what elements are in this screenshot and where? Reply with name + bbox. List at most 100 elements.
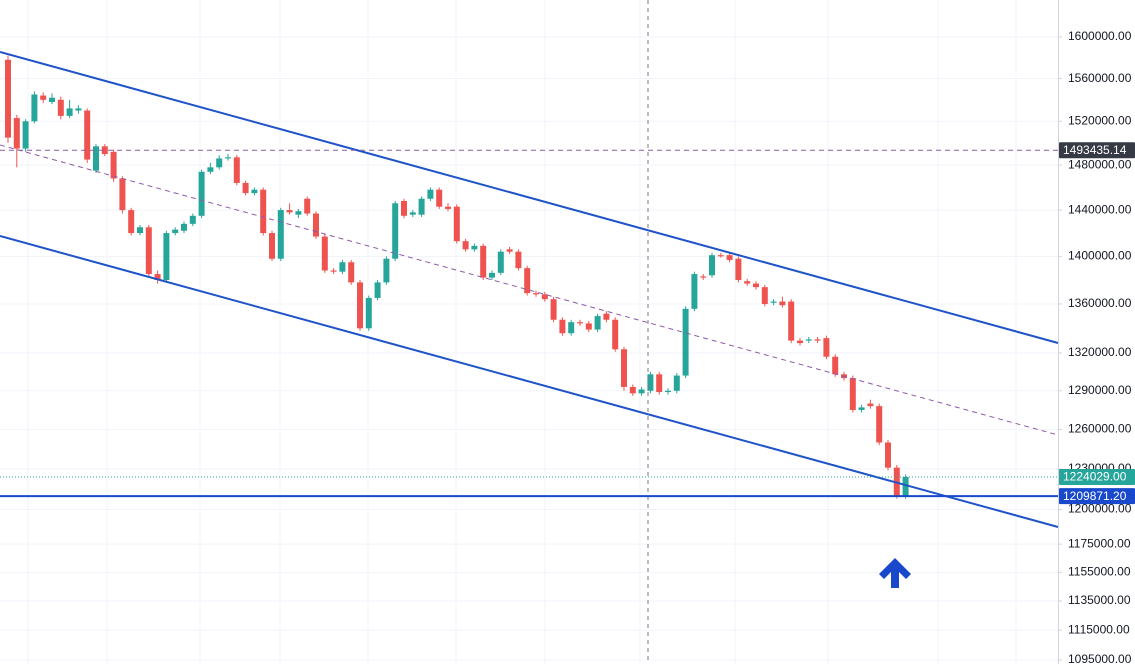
candle-body [489, 272, 495, 278]
candle-body [770, 301, 777, 303]
candle-body [788, 301, 795, 341]
candle-body [858, 407, 865, 410]
y-tick-label: 1560000.00 [1068, 71, 1132, 85]
y-tick-label: 1115000.00 [1068, 622, 1130, 636]
candle-body [849, 378, 856, 410]
candle-body [577, 322, 583, 324]
candle-body [40, 95, 47, 100]
y-tick-label: 1400000.00 [1068, 249, 1132, 263]
price-label-bg [1059, 142, 1135, 159]
candle-body [330, 270, 337, 272]
y-tick-label: 1095000.00 [1068, 652, 1132, 664]
candle-body [5, 59, 11, 138]
candles [5, 55, 909, 499]
price-label-bg [1059, 468, 1135, 485]
candle-body [814, 339, 821, 341]
candle-body [902, 476, 909, 496]
candle-body [691, 274, 698, 309]
candle-body [269, 233, 275, 259]
candle-body [726, 255, 733, 260]
candle-body [365, 297, 372, 329]
candle-body [515, 251, 522, 269]
price-label-bg [1059, 488, 1135, 505]
candle-body [93, 146, 99, 171]
candle-body [594, 316, 601, 330]
candle-body [313, 213, 319, 237]
candle-body [603, 313, 610, 320]
candle-body [225, 157, 231, 159]
up-arrow [879, 558, 911, 588]
candle-body [31, 94, 38, 122]
y-tick-label: 1520000.00 [1068, 113, 1132, 127]
price-label: 1224029.00 [1063, 470, 1127, 484]
candle-body [665, 390, 671, 393]
candle-body [277, 210, 284, 259]
candle-body [207, 167, 214, 172]
candle-body [497, 251, 504, 273]
candle-body [533, 293, 539, 295]
price-label: 1493435.14 [1063, 143, 1127, 157]
candle-body [128, 210, 135, 234]
price-labels: 1493435.14 1224029.00 1209871.20 [1059, 142, 1135, 505]
price-label: 1209871.20 [1063, 489, 1127, 503]
candle-body [506, 249, 513, 252]
candle-body [172, 229, 179, 234]
candle-body [559, 319, 566, 334]
candle-body [805, 339, 812, 341]
drawings [0, 0, 1059, 664]
candle-body [621, 349, 627, 387]
candle-body [383, 258, 390, 283]
candle-body [867, 403, 874, 407]
candle-body [374, 282, 381, 298]
candle-body [682, 308, 689, 376]
candle-body [445, 206, 451, 209]
candle-body [145, 227, 152, 275]
candle-body [700, 276, 707, 278]
y-tick-label: 1175000.00 [1068, 536, 1131, 550]
candle-body [550, 299, 557, 320]
candle-body [357, 282, 363, 329]
y-tick-label: 1135000.00 [1068, 593, 1131, 607]
candle-body [66, 108, 73, 116]
candle-body [832, 356, 839, 375]
candle-body [541, 294, 548, 300]
candle-body [57, 99, 64, 116]
price-lines [0, 149, 1058, 498]
candle-body [585, 323, 592, 330]
candle-body [797, 340, 803, 344]
y-tick-label: 1320000.00 [1068, 345, 1132, 359]
candle-body [49, 97, 55, 102]
candle-body [189, 215, 196, 224]
candle-body [216, 158, 223, 168]
candle-body [181, 223, 187, 231]
candle-body [656, 374, 663, 393]
candle-body [392, 203, 399, 259]
candle-body [436, 189, 443, 207]
candle-body [744, 281, 751, 284]
candle-body [295, 211, 302, 215]
candle-body [401, 200, 407, 216]
candle-body [885, 442, 891, 468]
y-axis: 1600000.00 1560000.00 1520000.00 1480000.00… [1058, 29, 1132, 664]
candle-body [629, 386, 636, 394]
candle-body [453, 206, 460, 242]
candle-body [84, 110, 91, 160]
candle-body [876, 406, 883, 443]
candle-body [480, 245, 487, 278]
candle-body [304, 198, 311, 214]
candle-body [198, 171, 205, 216]
candle-body [321, 236, 328, 271]
candle-body [251, 189, 258, 194]
candle-body [673, 375, 680, 391]
candle-body [22, 121, 29, 149]
candle-body [154, 274, 161, 280]
candle-body [13, 118, 20, 149]
y-tick-label: 1600000.00 [1068, 29, 1132, 43]
candle-body [709, 255, 715, 276]
candle-body [761, 287, 768, 304]
candle-body [524, 268, 531, 294]
candle-body [462, 241, 469, 250]
y-tick-label: 1155000.00 [1068, 564, 1131, 578]
